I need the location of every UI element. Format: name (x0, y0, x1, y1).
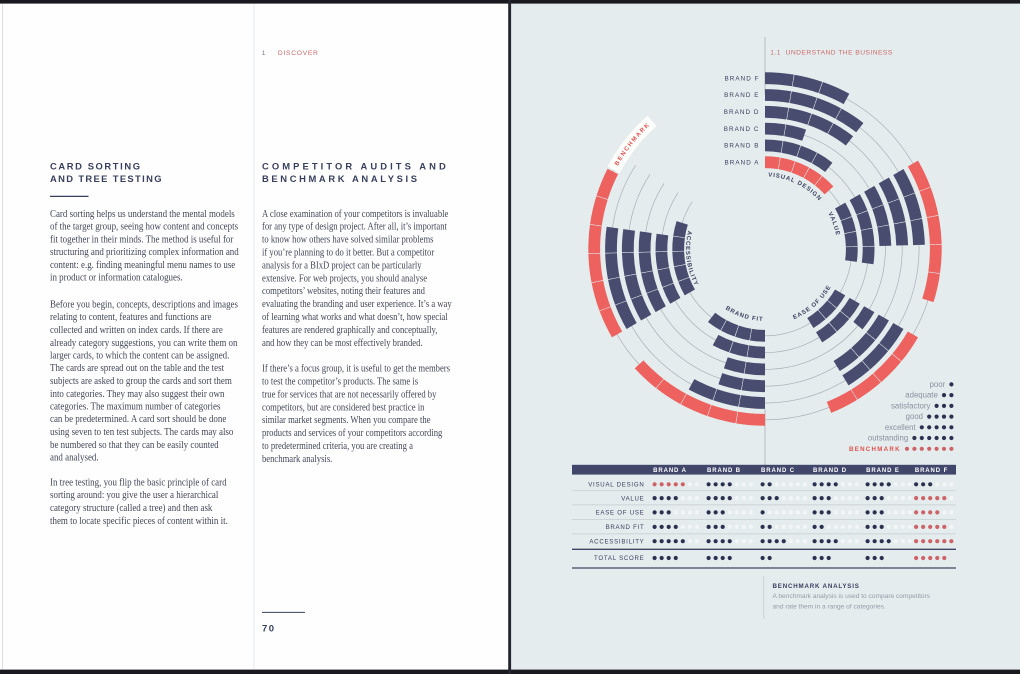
svg-text:EASE OF USE: EASE OF USE (596, 510, 645, 517)
svg-text:category structure (called a t: category structure (called a tree) and t… (50, 503, 213, 515)
svg-text:DISCOVER: DISCOVER (278, 50, 318, 57)
svg-text:them to locate specific pieces: them to locate specific pieces of conten… (50, 515, 228, 527)
svg-text:satisfactory: satisfactory (891, 402, 931, 411)
svg-text:for any type of design project: for any type of design project. After al… (262, 221, 447, 233)
svg-text:subjects are asked to group th: subjects are asked to group the cards an… (50, 377, 232, 388)
svg-text:BRAND B: BRAND B (707, 468, 741, 474)
svg-text:collected and written on index: collected and written on index cards. If… (50, 325, 223, 337)
svg-text:ACCESSIBILITY: ACCESSIBILITY (589, 538, 644, 545)
svg-text:poor: poor (930, 380, 946, 389)
svg-text:and analysed.: and analysed. (50, 453, 99, 464)
svg-text:CARD SORTING: CARD SORTING (50, 161, 140, 172)
svg-text:Before you begin, concepts, de: Before you begin, concepts, descriptions… (50, 299, 238, 311)
svg-text:relating to content, features: relating to content, features and functi… (50, 312, 211, 324)
svg-text:structuring and prioritizing c: structuring and prioritizing complex inf… (50, 247, 239, 259)
svg-text:The cards are spread out on th: The cards are spread out on the table an… (50, 364, 224, 375)
svg-text:70: 70 (262, 624, 276, 635)
svg-text:BRAND B: BRAND B (724, 143, 759, 150)
svg-text:using seven to ten test subjec: using seven to ten test subjects. The ca… (50, 428, 234, 439)
svg-text:BRAND A: BRAND A (653, 468, 687, 474)
svg-text:competitors’ websites, noting: competitors’ websites, noting their feat… (262, 286, 425, 298)
svg-text:TOTAL SCORE: TOTAL SCORE (594, 555, 644, 562)
svg-text:to predetermined criteria, you: to predetermined criteria, you are creat… (262, 442, 414, 453)
svg-text:BENCHMARK ANALYSIS: BENCHMARK ANALYSIS (773, 583, 860, 590)
svg-text:in product or information cata: in product or information catalogues. (50, 272, 183, 284)
svg-text:BRAND E: BRAND E (866, 468, 900, 474)
svg-text:BRAND F: BRAND F (915, 468, 948, 474)
svg-text:be numbered so that they can b: be numbered so that they can be easily c… (50, 440, 219, 451)
svg-text:VALUE: VALUE (621, 495, 644, 502)
svg-text:competitors, but are considere: competitors, but are considered best pra… (262, 403, 425, 414)
svg-text:BRAND D: BRAND D (724, 109, 760, 116)
svg-text:BRAND A: BRAND A (725, 159, 760, 166)
svg-text:analysis for a BIxD project ca: analysis for a BIxD project can be parti… (262, 260, 422, 272)
svg-text:to know how others have solved: to know how others have solved similar p… (262, 235, 434, 246)
svg-text:fit together in their minds. T: fit together in their minds. The method … (50, 234, 234, 246)
svg-text:BRAND F: BRAND F (725, 75, 760, 82)
svg-text:of learning what works and wha: of learning what works and what doesn’t,… (262, 311, 448, 323)
svg-text:benchmark analysis.: benchmark analysis. (262, 454, 332, 465)
svg-text:BRAND FIT: BRAND FIT (606, 524, 645, 531)
svg-text:to test the competitor’s produ: to test the competitor’s products. The s… (262, 377, 418, 388)
svg-text:extensive. For web projects, y: extensive. For web projects, you should … (262, 274, 427, 285)
svg-text:content: e.g. finding meaningf: content: e.g. finding meaningful menu na… (50, 259, 235, 271)
svg-text:BENCHMARK: BENCHMARK (849, 446, 901, 453)
svg-text:of the target group, seeing ho: of the target group, seeing how content … (50, 221, 238, 233)
svg-text:BRAND C: BRAND C (724, 126, 760, 133)
svg-text:sorting around: you give the u: sorting around: you give the user a hier… (50, 491, 219, 502)
svg-text:BRAND C: BRAND C (761, 468, 795, 474)
svg-text:1: 1 (262, 50, 266, 57)
svg-text:products and services of your: products and services of your competitor… (262, 428, 443, 440)
svg-text:excellent: excellent (885, 423, 917, 432)
svg-text:similar market segments. When: similar market segments. When you compar… (262, 416, 430, 427)
svg-text:already category suggestions,: already category suggestions, you can wr… (50, 338, 238, 349)
svg-text:VISUAL DESIGN: VISUAL DESIGN (588, 482, 644, 489)
svg-text:BENCHMARK ANALYSIS: BENCHMARK ANALYSIS (262, 173, 417, 184)
svg-text:true for services that are not: true for services that are not necessari… (262, 389, 437, 401)
svg-text:evaluating the branding and us: evaluating the branding and user experie… (262, 300, 452, 311)
svg-text:A benchmark analysis is used t: A benchmark analysis is used to compare … (773, 593, 931, 600)
svg-text:categories. The maximum number: categories. The maximum number of catego… (50, 401, 221, 413)
svg-text:larger cards, to which the con: larger cards, to which the content can b… (50, 351, 229, 362)
svg-text:1.1 UNDERSTAND THE BUSINESS: 1.1 UNDERSTAND THE BUSINESS (770, 50, 893, 57)
svg-text:into categories. They may also: into categories. They may also suggest t… (50, 389, 225, 400)
svg-text:and how they can be most effec: and how they can be most effectively bra… (262, 337, 423, 349)
svg-text:outstanding: outstanding (868, 434, 908, 443)
svg-text:AND TREE TESTING: AND TREE TESTING (50, 173, 162, 184)
svg-text:BRAND D: BRAND D (813, 468, 847, 474)
svg-text:If there’s a focus group, it i: If there’s a focus group, it is useful t… (262, 363, 450, 375)
svg-text:and rate them in a range of ca: and rate them in a range of categories. (773, 604, 886, 611)
svg-text:if you’re planning to do it be: if you’re planning to do it better. But … (262, 247, 435, 259)
svg-text:Card sorting helps us understa: Card sorting helps us understand the men… (50, 209, 235, 220)
svg-text:In tree testing, you flip the: In tree testing, you flip the basic prin… (50, 477, 227, 489)
svg-text:A close examination of your co: A close examination of your competitors … (262, 208, 448, 220)
svg-text:good: good (906, 412, 923, 421)
svg-text:adequate: adequate (905, 391, 938, 400)
svg-text:can be predetermined. A card s: can be predetermined. A card sort should… (50, 415, 226, 426)
svg-text:BRAND E: BRAND E (724, 92, 759, 99)
svg-text:features are rendered graphica: features are rendered graphically and co… (262, 324, 437, 336)
